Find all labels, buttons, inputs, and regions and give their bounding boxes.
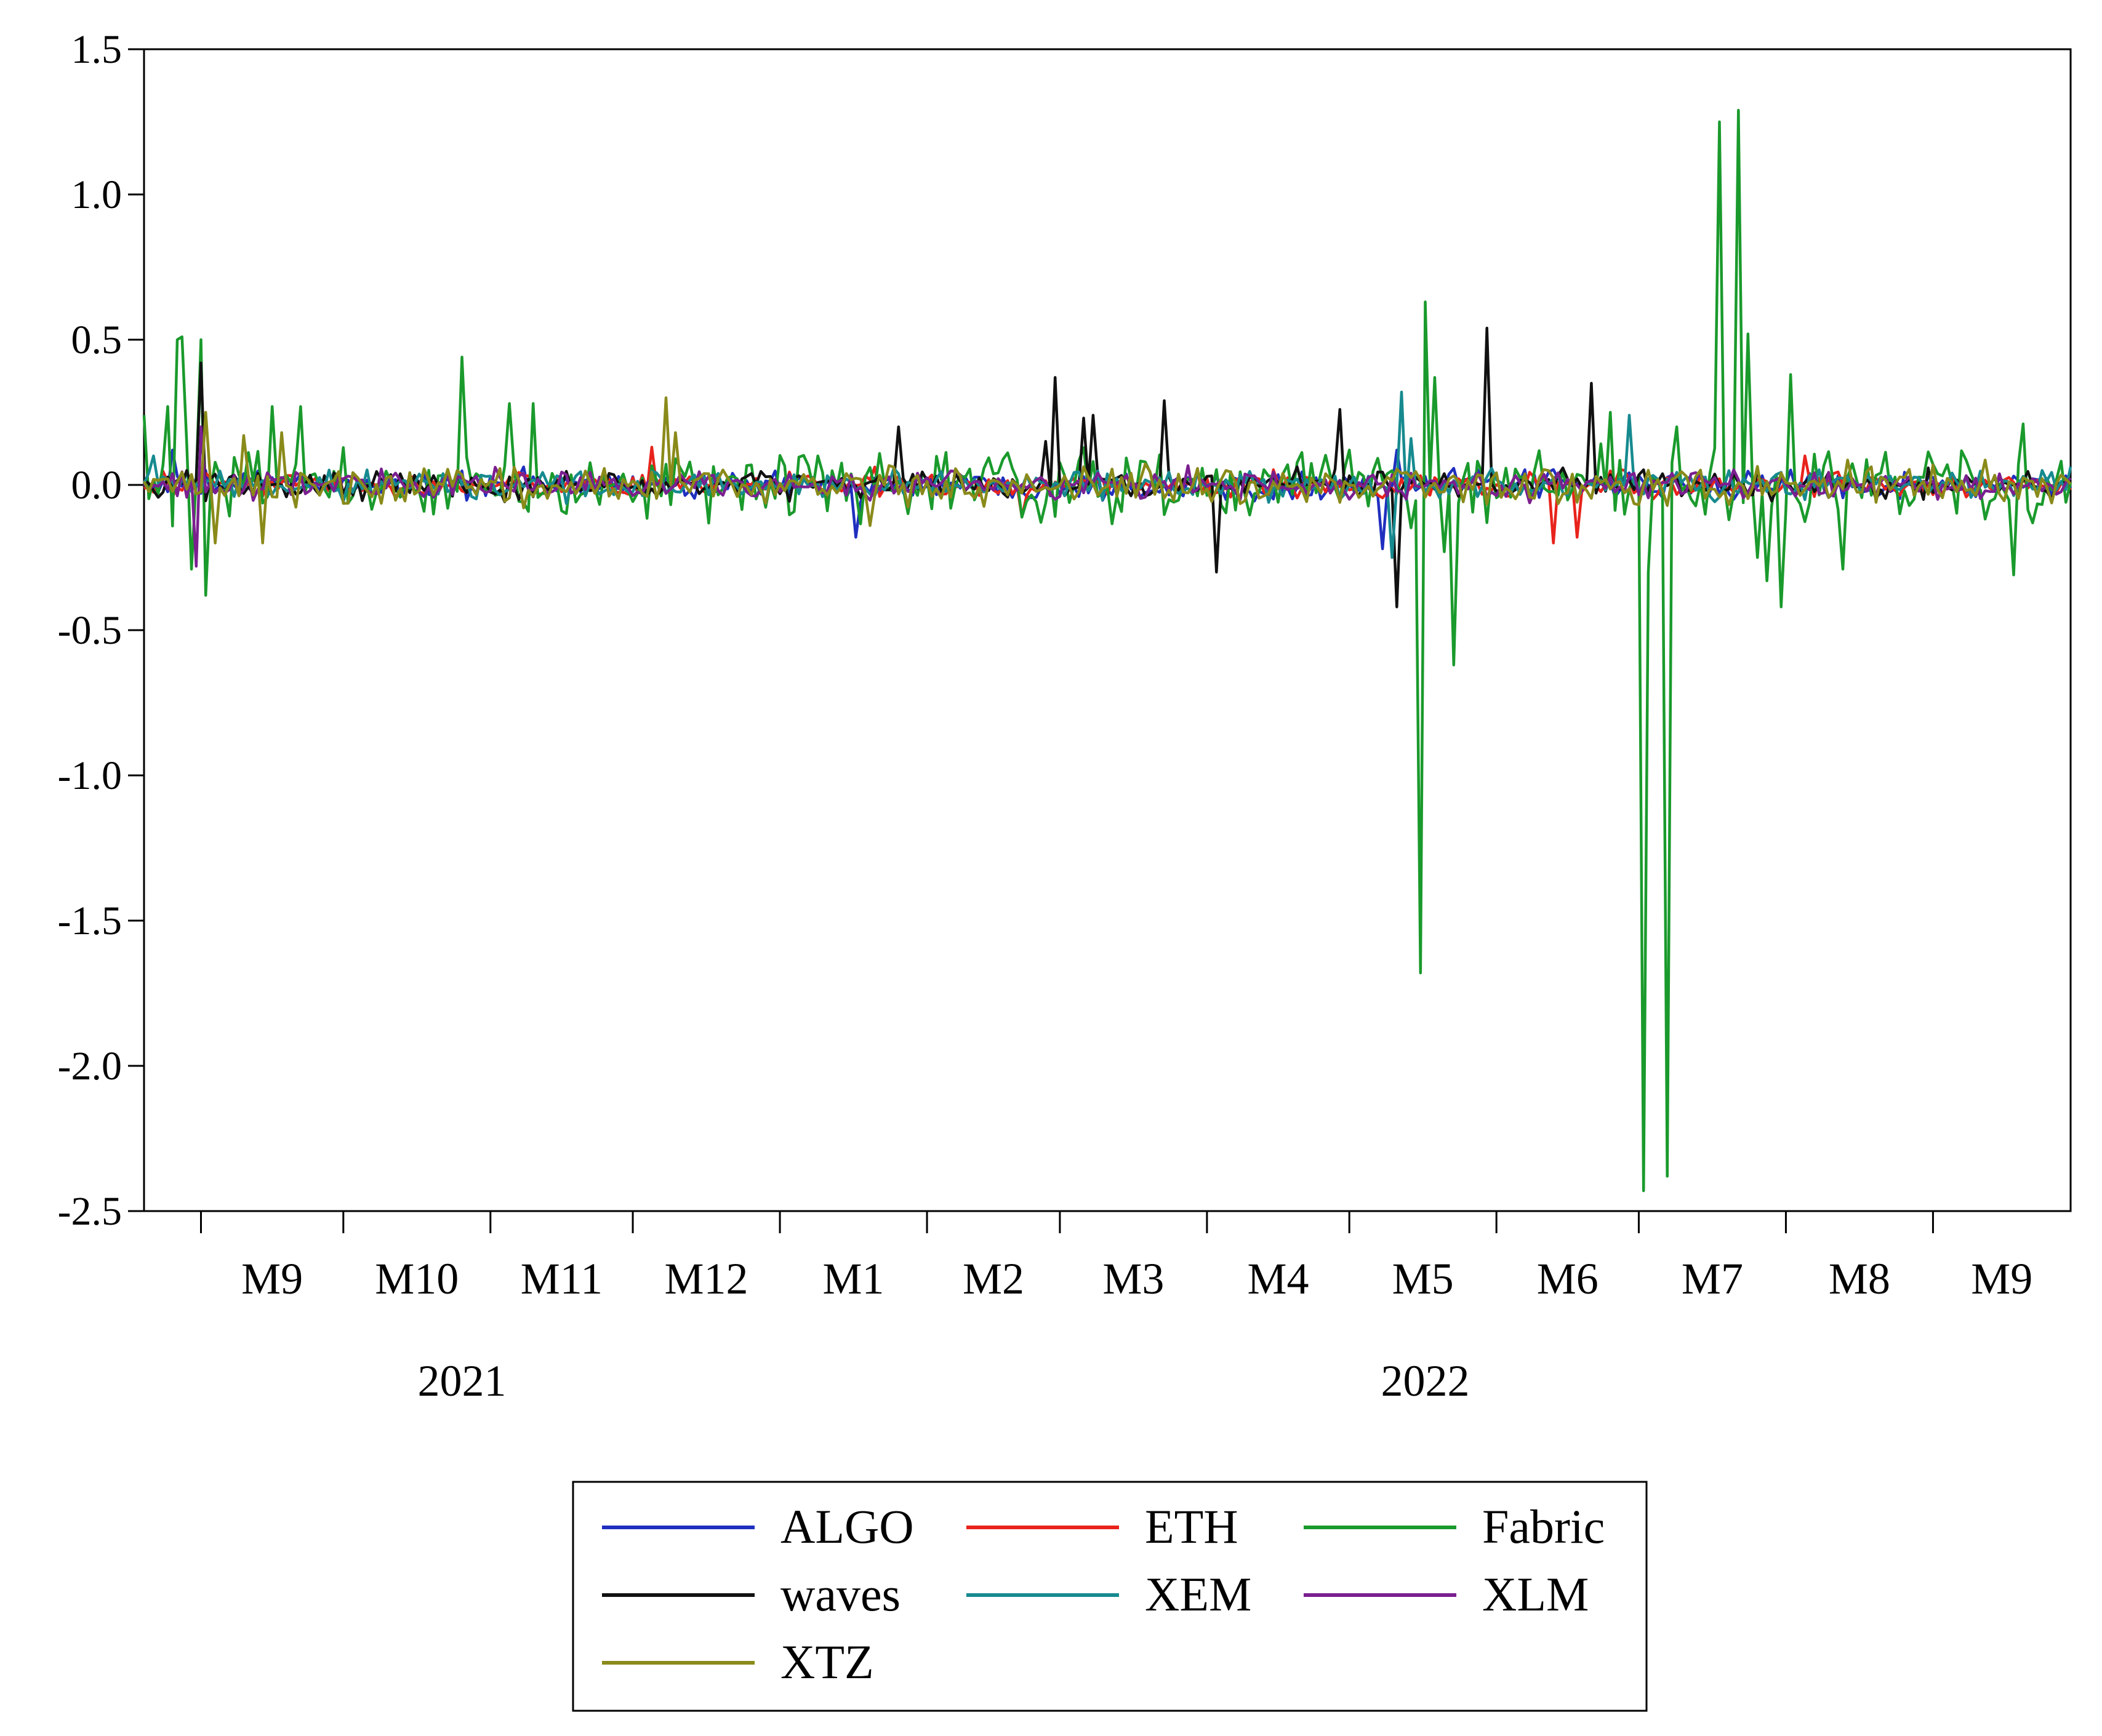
x-month-label: M8 [1829, 1254, 1890, 1303]
series-line-xtz [142, 396, 2072, 545]
y-tick-label: 1.5 [71, 27, 122, 72]
legend-label: Fabric [1482, 1500, 1605, 1553]
x-month-label: M11 [521, 1254, 603, 1303]
y-tick-label: -2.0 [58, 1044, 122, 1089]
y-tick-label: -2.5 [58, 1189, 122, 1234]
x-month-label: M1 [823, 1254, 885, 1303]
x-month-label: M2 [963, 1254, 1024, 1303]
x-month-label: M12 [665, 1254, 748, 1303]
y-tick-label: -0.5 [58, 608, 122, 653]
x-axis: M9 M10 M11 M12 M1 M2 M3 M4 M5 M6 M7 M8 M9 2021 2022 [200, 1211, 2032, 1406]
legend: ALGO ETH Fabric waves XEM XLM XTZ [572, 1481, 1648, 1712]
y-tick-label: -1.5 [58, 898, 122, 943]
legend-label: XTZ [780, 1635, 874, 1689]
legend-label: waves [780, 1567, 901, 1621]
plot-frame [143, 48, 2072, 1212]
x-month-label: M10 [375, 1254, 459, 1303]
x-month-label: M7 [1682, 1254, 1743, 1303]
y-tick-label: 0.5 [71, 318, 122, 362]
x-month-label: M5 [1392, 1254, 1454, 1303]
series-lines [142, 108, 2072, 1193]
x-month-label: M3 [1102, 1254, 1164, 1303]
x-month-label: M9 [1971, 1254, 2032, 1303]
x-month-label: M9 [241, 1254, 303, 1303]
y-axis: 1.5 1.0 0.5 0.0 -0.5 -1.0 -1.5 -2.0 -2.5 [58, 27, 144, 1234]
y-tick-label: 0.0 [71, 463, 122, 508]
x-year-label: 2022 [1381, 1356, 1470, 1406]
x-month-label: M6 [1537, 1254, 1599, 1303]
x-year-label: 2021 [418, 1356, 507, 1406]
x-month-label: M4 [1248, 1254, 1309, 1303]
y-tick-label: -1.0 [58, 753, 122, 798]
legend-label: XLM [1482, 1567, 1589, 1621]
legend-label: ETH [1145, 1500, 1238, 1553]
y-tick-label: 1.0 [71, 172, 122, 217]
legend-label: ALGO [780, 1500, 914, 1553]
legend-label: XEM [1145, 1567, 1251, 1621]
